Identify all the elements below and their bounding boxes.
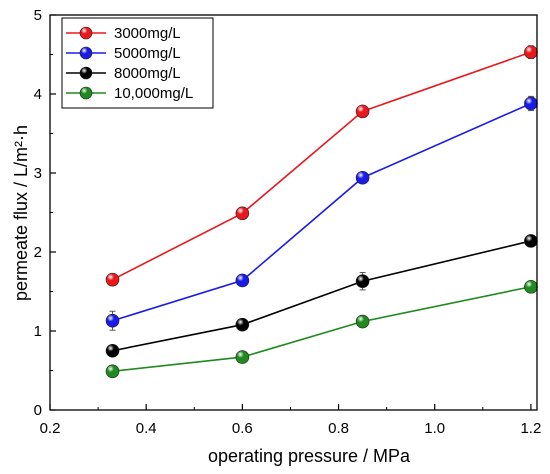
series-2 — [105, 95, 538, 331]
data-point — [105, 364, 120, 379]
legend: 3000mg/L 5000mg/L 8000mg/L 10,000mg/L — [61, 17, 214, 109]
x-tick-label: 0.8 — [328, 420, 349, 437]
legend-swatch-marker — [79, 66, 93, 80]
x-tick-label: 1.2 — [520, 420, 541, 437]
series-line — [112, 102, 532, 322]
legend-label: 3000mg/L — [114, 25, 181, 42]
data-point — [524, 279, 538, 294]
axes: 0.2 0.4 0.6 0.8 1.0 1.2 0 1 2 3 4 5 — [34, 7, 542, 437]
x-tick-label: 0.2 — [40, 420, 61, 437]
data-point — [355, 104, 370, 119]
legend-swatch-marker — [79, 86, 93, 100]
data-point — [105, 343, 120, 358]
data-point — [355, 274, 370, 289]
legend-label: 8000mg/L — [114, 65, 181, 82]
data-point — [355, 314, 370, 329]
y-tick-label: 5 — [34, 7, 42, 24]
x-tick-label: 0.6 — [232, 420, 253, 437]
data-point — [524, 234, 538, 248]
data-point — [235, 317, 250, 332]
series-line — [112, 51, 532, 281]
series-1 — [105, 45, 538, 287]
data-point — [105, 272, 120, 287]
legend-swatch-marker — [79, 46, 93, 60]
series-4 — [105, 279, 538, 379]
data-point — [105, 313, 120, 328]
data-point — [355, 170, 370, 185]
data-point — [524, 45, 538, 59]
x-tick-label: 1.0 — [424, 420, 445, 437]
y-tick-label: 4 — [34, 86, 42, 103]
y-tick-label: 0 — [34, 402, 42, 419]
series-line — [112, 285, 532, 373]
data-point — [235, 350, 250, 364]
data-point — [524, 96, 538, 111]
legend-label: 5000mg/L — [114, 45, 181, 62]
legend-label: 10,000mg/L — [114, 85, 193, 102]
x-tick-label: 0.4 — [136, 420, 157, 437]
y-tick-label: 3 — [34, 165, 42, 182]
series-3 — [105, 234, 538, 358]
data-point — [235, 273, 250, 288]
y-tick-label: 1 — [34, 323, 42, 340]
legend-swatch-marker — [79, 26, 93, 40]
plot-area — [105, 45, 538, 379]
y-tick-label: 2 — [34, 244, 42, 261]
y-axis-label: permeate flux / L/m²·h — [11, 125, 31, 301]
x-axis-label: operating pressure / MPa — [208, 446, 411, 466]
series-line — [112, 240, 532, 352]
data-point — [235, 206, 250, 221]
